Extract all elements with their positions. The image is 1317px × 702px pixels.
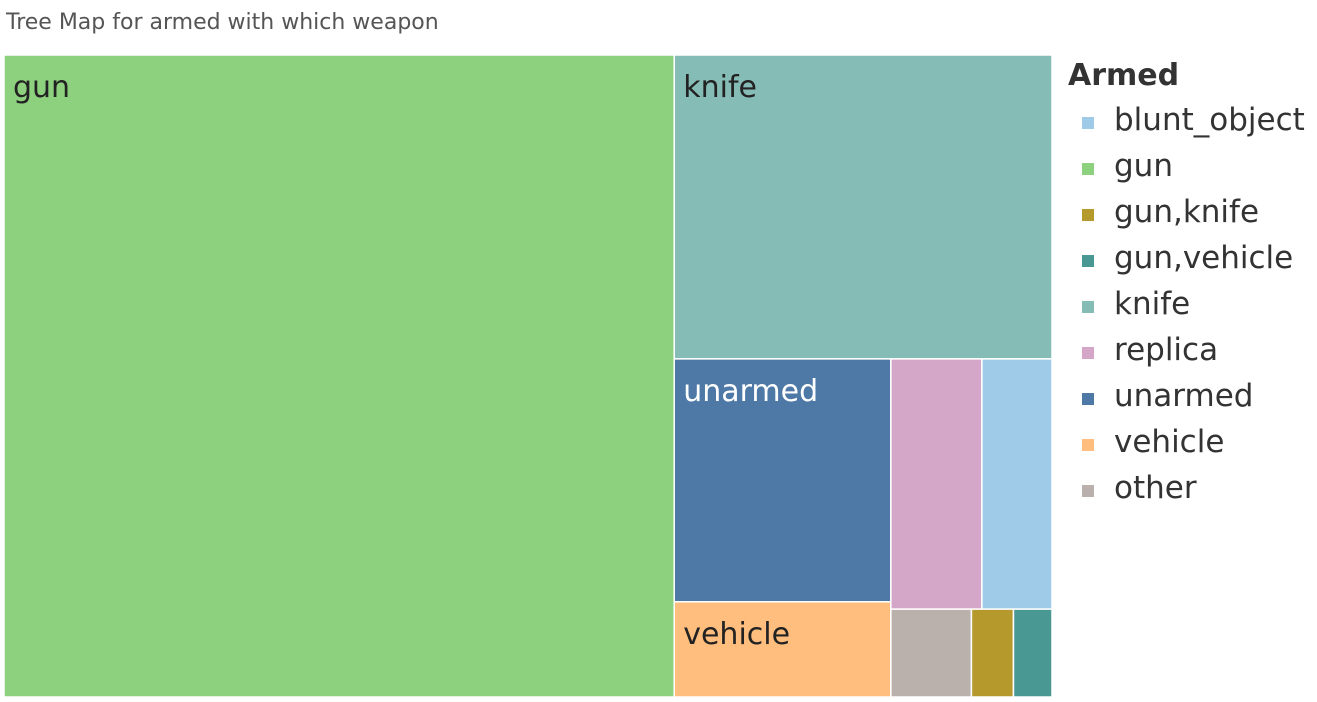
chart-title: Tree Map for armed with which weapon	[6, 10, 439, 35]
treemap-cell-other[interactable]	[890, 608, 973, 698]
legend-label-replica: replica	[1114, 332, 1219, 368]
treemap-label-knife: knife	[683, 70, 757, 105]
legend-label-gun-knife: gun,knife	[1114, 194, 1260, 230]
legend-swatch-replica	[1082, 347, 1094, 359]
legend-swatch-knife	[1082, 301, 1094, 313]
treemap-cell-vehicle[interactable]	[673, 601, 892, 698]
legend-label-knife: knife	[1114, 286, 1191, 322]
legend-swatch-blunt-object	[1082, 117, 1094, 129]
legend-label-gun: gun	[1114, 148, 1173, 184]
legend-label-blunt-object: blunt_object	[1114, 102, 1305, 138]
legend-swatch-other	[1082, 485, 1094, 497]
treemap-label-vehicle: vehicle	[683, 617, 790, 652]
treemap-cell-replica[interactable]	[890, 358, 983, 610]
legend-label-other: other	[1114, 470, 1197, 506]
treemap-cell-knife[interactable]	[673, 54, 1053, 360]
legend-item-gun-knife[interactable]: gun,knife	[1068, 189, 1259, 235]
treemap-label-gun: gun	[13, 70, 70, 105]
legend-title: Armed	[1068, 58, 1180, 93]
treemap-cell-blunt-object[interactable]	[981, 358, 1053, 610]
legend-swatch-gun-vehicle	[1082, 255, 1094, 267]
legend-item-vehicle[interactable]: vehicle	[1068, 419, 1224, 465]
legend-label-unarmed: unarmed	[1114, 378, 1254, 414]
legend-item-gun[interactable]: gun	[1068, 143, 1179, 189]
legend-item-unarmed[interactable]: unarmed	[1068, 373, 1253, 419]
treemap-label-unarmed: unarmed	[683, 374, 818, 409]
legend-label-vehicle: vehicle	[1114, 424, 1225, 460]
legend-swatch-vehicle	[1082, 439, 1094, 451]
treemap-cell-gun-knife[interactable]	[970, 608, 1015, 698]
legend-item-other[interactable]: other	[1068, 465, 1197, 511]
legend-swatch-gun-knife	[1082, 209, 1094, 221]
treemap-cell-unarmed[interactable]	[673, 358, 892, 603]
legend-item-replica[interactable]: replica	[1068, 327, 1218, 373]
legend-swatch-unarmed	[1082, 393, 1094, 405]
legend-item-blunt-object[interactable]: blunt_object	[1068, 97, 1305, 143]
legend-item-gun-vehicle[interactable]: gun,vehicle	[1068, 235, 1293, 281]
treemap-chart: gun knife unarmed vehicle	[3, 54, 1053, 698]
treemap-cell-gun[interactable]	[3, 54, 675, 698]
legend-swatch-gun	[1082, 163, 1094, 175]
legend-label-gun-vehicle: gun,vehicle	[1114, 240, 1294, 276]
legend-item-knife[interactable]: knife	[1068, 281, 1190, 327]
treemap-cell-gun-vehicle[interactable]	[1012, 608, 1053, 698]
